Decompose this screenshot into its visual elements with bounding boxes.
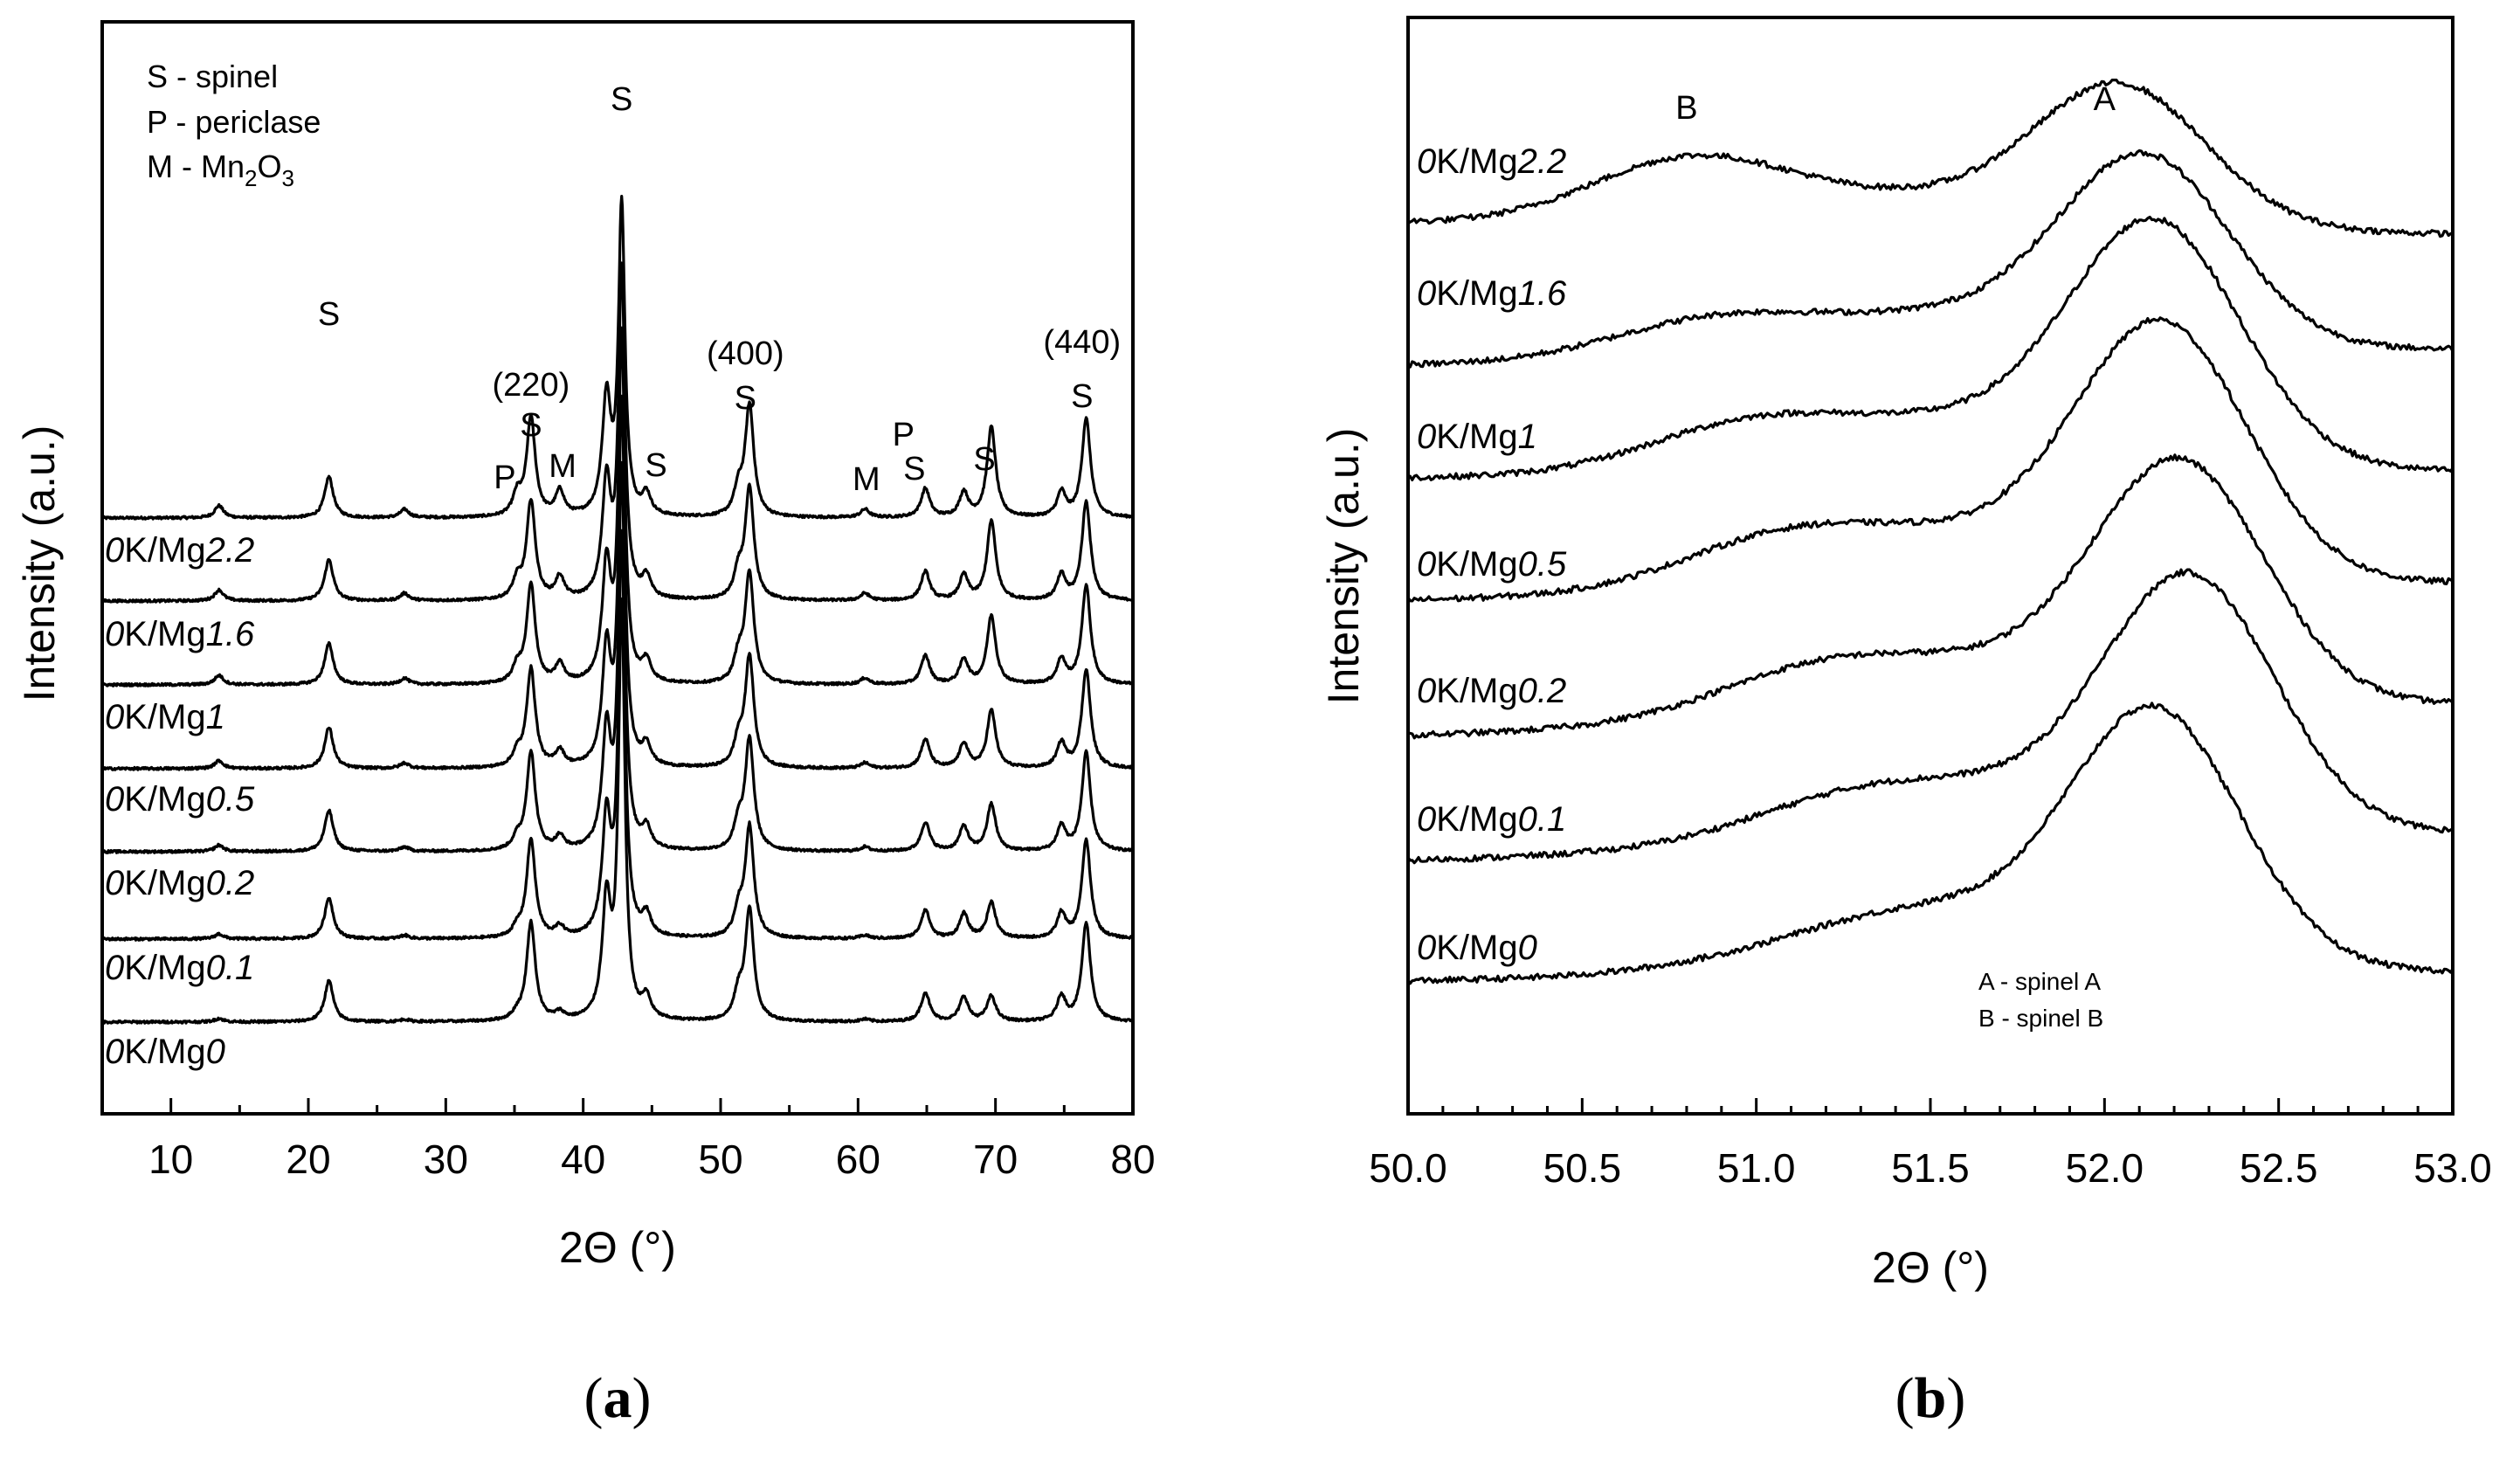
chart-a-peak-label: S xyxy=(318,296,340,333)
chart-b-legend-item: B - spinel B xyxy=(1978,1005,2103,1032)
chart-a-peak-label: M xyxy=(549,448,576,485)
chart-a-xlabel: 2Θ (°) xyxy=(559,1223,676,1272)
chart-b-trace-6 xyxy=(1406,701,2454,985)
chart-b-xtick-label: 52.0 xyxy=(2066,1145,2144,1191)
chart-a-legend: S - spinel P - periclase M - Mn2O3 xyxy=(147,59,321,191)
chart-a-series-label: 0K/Mg1 xyxy=(105,698,225,736)
chart-b-legend-item: A - spinel A xyxy=(1978,968,2101,995)
chart-b-xlabel: 2Θ (°) xyxy=(1872,1243,1989,1292)
chart-b-series-labels: 0K/Mg2.2 0K/Mg1.6 0K/Mg1 0K/Mg0.5 0K/Mg0.2 0K… xyxy=(1417,142,1567,967)
chart-a-series-label: 0K/Mg0.2 xyxy=(105,864,254,902)
chart-b-caption: (b) xyxy=(1895,1366,1966,1430)
chart-a-peak-label: S xyxy=(973,441,995,478)
chart-b-series-label: 0K/Mg1 xyxy=(1417,418,1537,456)
chart-b-trace-2 xyxy=(1406,215,2454,482)
chart-b-series-label: 0K/Mg0 xyxy=(1417,929,1537,967)
chart-a-ticks: 10 20 30 40 50 60 70 80 xyxy=(100,1098,1156,1182)
chart-a-series-label: 0K/Mg1.6 xyxy=(105,615,255,653)
chart-a-frame xyxy=(100,20,1135,1116)
chart-a-series-label: 0K/Mg0.1 xyxy=(105,949,254,987)
chart-b-trace-3 xyxy=(1406,316,2454,603)
chart-b-trace-4 xyxy=(1407,453,2454,740)
chart-a-peak-label: S xyxy=(520,407,542,444)
chart-b-xtick-label: 50.5 xyxy=(1543,1145,1622,1191)
chart-a-series-label: 0K/Mg0 xyxy=(105,1033,225,1071)
chart-a-xtick-label: 10 xyxy=(148,1137,193,1182)
chart-b-ticks: 50.0 50.5 51.0 51.5 52.0 52.5 53.0 xyxy=(1369,1098,2492,1191)
chart-a-trace-4 xyxy=(101,460,1135,854)
chart-b-trace-1 xyxy=(1406,149,2454,369)
chart-a-trace-0 xyxy=(100,195,1134,521)
chart-b-trace-0 xyxy=(1407,78,2454,238)
chart-b-xtick-label: 51.5 xyxy=(1891,1145,1970,1191)
chart-a-series-label: 0K/Mg0.5 xyxy=(105,780,255,819)
chart-a-trace-1 xyxy=(100,261,1135,604)
chart-b: 50.0 50.5 51.0 51.5 52.0 52.5 53.0 0K/Mg2.20K/… xyxy=(1319,16,2492,1430)
chart-b-xtick-label: 52.5 xyxy=(2240,1145,2318,1191)
chart-a-peak-label: (220) xyxy=(493,367,570,404)
chart-a-xtick-label: 30 xyxy=(424,1137,468,1182)
chart-b-series-label: 0K/Mg0.2 xyxy=(1417,672,1566,710)
chart-b-ylabel: Intensity (a.u.) xyxy=(1319,428,1368,705)
chart-b-xtick-label: 53.0 xyxy=(2413,1145,2492,1191)
chart-b-series-label: 0K/Mg0.1 xyxy=(1417,800,1566,839)
chart-a-peak-label: (400) xyxy=(707,335,784,372)
chart-a: 10 20 30 40 50 60 70 80 0K/Mg2.20K/Mg1.60K/Mg10… xyxy=(15,20,1156,1430)
chart-a-trace-6 xyxy=(100,597,1135,1025)
chart-a-peak-label: S xyxy=(735,380,756,417)
chart-a-xtick-label: 80 xyxy=(1110,1137,1155,1182)
chart-a-legend-mn2o3: M - Mn2O3 xyxy=(147,149,294,191)
chart-b-series-label: 0K/Mg0.5 xyxy=(1417,545,1567,584)
chart-b-series-label: 0K/Mg1.6 xyxy=(1417,274,1567,313)
chart-a-peak-label: S xyxy=(1071,378,1093,415)
chart-a-peak-label: S xyxy=(645,447,666,484)
chart-a-legend-spinel: S - spinel xyxy=(147,59,278,94)
chart-a-peak-label: S xyxy=(611,81,632,118)
chart-b-peak-label: A xyxy=(2094,81,2116,118)
chart-a-series-labels: 0K/Mg2.2 0K/Mg1.6 0K/Mg1 0K/Mg0.5 0K/Mg0.2 0K… xyxy=(105,531,255,1071)
chart-a-legend-periclase: P - periclase xyxy=(147,104,321,140)
chart-b-trace-5 xyxy=(1406,568,2454,865)
chart-b-xtick-label: 50.0 xyxy=(1369,1145,1447,1191)
chart-a-caption: (a) xyxy=(584,1366,652,1430)
chart-b-caption-letter: b xyxy=(1915,1366,1947,1430)
chart-a-xtick-label: 70 xyxy=(973,1137,1018,1182)
chart-a-xtick-label: 20 xyxy=(286,1137,330,1182)
chart-a-xtick-label: 50 xyxy=(698,1137,742,1182)
chart-a-traces xyxy=(100,195,1135,1025)
chart-a-peak-label: M xyxy=(853,461,880,498)
chart-b-traces xyxy=(1406,78,2454,985)
chart-a-peak-label: P xyxy=(494,460,515,496)
chart-a-peak-label: S xyxy=(903,451,925,487)
chart-b-series-label: 0K/Mg2.2 xyxy=(1417,142,1566,181)
chart-a-series-label: 0K/Mg2.2 xyxy=(105,531,254,570)
chart-b-peak-label: B xyxy=(1675,90,1697,127)
chart-a-trace-2 xyxy=(100,326,1135,688)
chart-a-ylabel: Intensity (a.u.) xyxy=(15,425,64,702)
chart-a-trace-3 xyxy=(100,394,1135,771)
chart-a-xtick-label: 40 xyxy=(561,1137,605,1182)
chart-a-xtick-label: 60 xyxy=(836,1137,880,1182)
chart-a-peak-label: (440) xyxy=(1043,324,1121,361)
chart-a-caption-letter: a xyxy=(604,1366,632,1430)
chart-b-legend: A - spinel A B - spinel B xyxy=(1978,968,2103,1032)
chart-a-peak-label: P xyxy=(893,417,915,453)
chart-b-xtick-label: 51.0 xyxy=(1717,1145,1796,1191)
